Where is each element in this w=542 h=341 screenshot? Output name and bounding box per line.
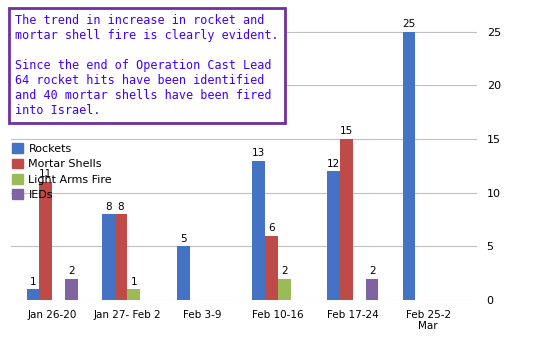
- Text: 2: 2: [68, 266, 75, 276]
- Bar: [40, 182, 52, 300]
- Bar: [366, 279, 378, 300]
- Text: 6: 6: [268, 223, 275, 233]
- Bar: [327, 171, 340, 300]
- Bar: [114, 214, 127, 300]
- Bar: [177, 247, 190, 300]
- Text: 12: 12: [327, 159, 340, 168]
- Bar: [340, 139, 353, 300]
- Text: 8: 8: [105, 202, 112, 211]
- Bar: [265, 236, 278, 300]
- Text: 25: 25: [402, 19, 416, 29]
- Bar: [65, 279, 78, 300]
- Text: 5: 5: [180, 234, 186, 244]
- Text: 2: 2: [281, 266, 287, 276]
- Legend: Rockets, Mortar Shells, Light Arms Fire, IEDs: Rockets, Mortar Shells, Light Arms Fire,…: [12, 143, 112, 200]
- Bar: [252, 161, 265, 300]
- Text: 1: 1: [30, 277, 36, 287]
- Text: 8: 8: [118, 202, 124, 211]
- Bar: [27, 290, 40, 300]
- Text: 11: 11: [39, 169, 53, 179]
- Text: 1: 1: [131, 277, 137, 287]
- Text: 15: 15: [340, 127, 353, 136]
- Text: The trend in increase in rocket and
mortar shell fire is clearly evident.

Since: The trend in increase in rocket and mort…: [15, 14, 279, 117]
- Text: 2: 2: [369, 266, 376, 276]
- Text: 13: 13: [252, 148, 265, 158]
- Bar: [102, 214, 114, 300]
- Bar: [403, 32, 415, 300]
- Bar: [127, 290, 140, 300]
- Bar: [278, 279, 291, 300]
